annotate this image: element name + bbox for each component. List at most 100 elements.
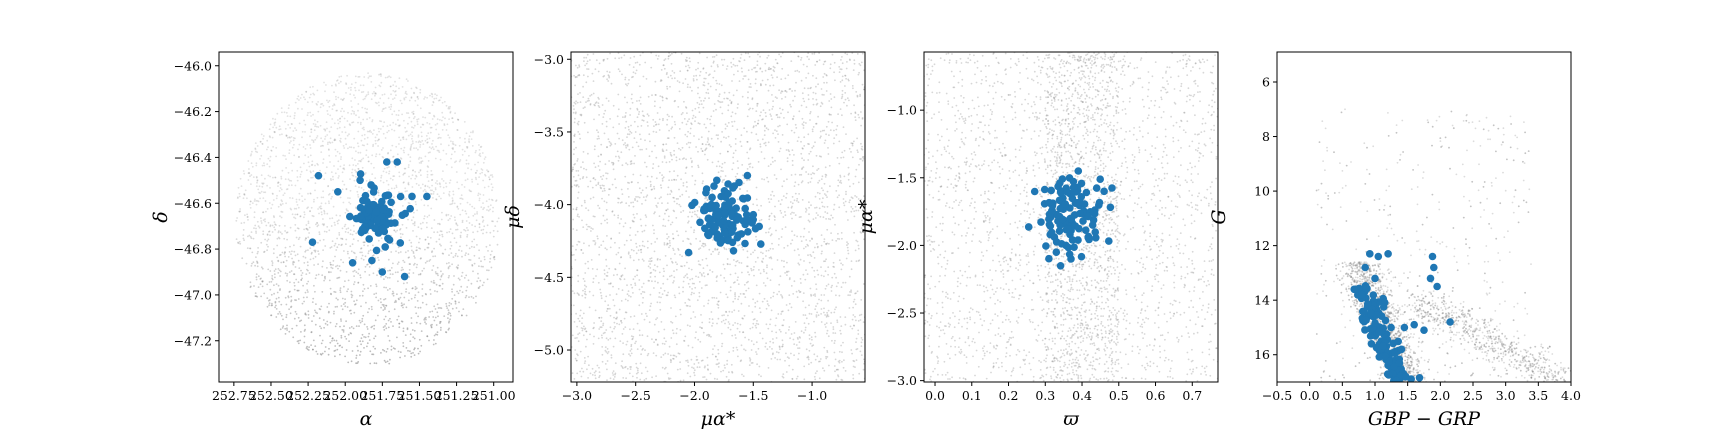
field-star: [846, 61, 848, 63]
field-star: [729, 273, 732, 276]
field-star: [256, 260, 258, 263]
field-star: [854, 292, 856, 295]
field-star: [826, 196, 828, 199]
field-star: [791, 239, 794, 242]
field-star: [413, 224, 416, 227]
field-star: [352, 121, 355, 124]
field-star: [662, 275, 665, 278]
field-star: [399, 157, 402, 159]
x-tick-label: 251.75: [360, 388, 404, 403]
field-star: [415, 312, 418, 315]
field-star: [414, 294, 417, 296]
field-star: [629, 114, 631, 116]
field-star: [845, 257, 848, 260]
field-star: [432, 343, 435, 346]
field-star: [424, 155, 427, 158]
field-star: [629, 234, 631, 237]
field-star: [465, 162, 468, 165]
field-star: [434, 187, 437, 189]
member-star: [356, 170, 365, 178]
field-star: [328, 347, 330, 350]
field-star: [425, 190, 427, 193]
field-star: [626, 163, 629, 166]
field-star: [614, 337, 617, 340]
field-star: [421, 301, 424, 304]
field-star: [403, 151, 405, 154]
field-star: [703, 376, 706, 378]
field-star: [701, 274, 703, 277]
field-star: [649, 140, 651, 143]
field-star: [841, 360, 843, 363]
field-star: [288, 142, 291, 144]
field-star: [690, 226, 692, 229]
field-star: [855, 337, 858, 340]
field-star: [760, 375, 762, 378]
field-star: [862, 156, 865, 158]
field-star: [413, 329, 416, 332]
field-star: [597, 70, 600, 73]
field-star: [250, 231, 253, 234]
field-star: [747, 338, 750, 341]
field-star: [655, 318, 657, 321]
field-star: [249, 200, 252, 203]
field-star: [321, 140, 324, 143]
field-star: [711, 296, 714, 299]
field-star: [335, 109, 338, 112]
field-star: [267, 299, 270, 302]
field-star: [736, 89, 738, 92]
field-star: [734, 297, 736, 300]
member-star: [383, 191, 392, 199]
field-star: [425, 221, 428, 224]
field-star: [295, 313, 298, 315]
field-star: [635, 372, 638, 375]
field-star: [606, 146, 608, 148]
field-star: [404, 172, 406, 175]
field-star: [712, 76, 715, 79]
field-star: [663, 343, 666, 345]
field-star: [331, 217, 334, 220]
field-star: [799, 337, 801, 339]
field-star: [269, 187, 271, 189]
field-star: [362, 283, 365, 286]
field-star: [395, 301, 397, 303]
field-star: [395, 184, 398, 187]
field-star: [239, 208, 242, 210]
field-star: [670, 307, 672, 309]
field-star: [282, 261, 285, 264]
field-star: [638, 288, 641, 291]
field-star: [398, 143, 400, 145]
field-star: [238, 210, 241, 213]
field-star: [256, 262, 259, 264]
field-star: [649, 185, 652, 188]
field-star: [786, 244, 789, 247]
field-star: [620, 320, 623, 322]
field-star: [262, 230, 265, 233]
field-star: [728, 379, 730, 381]
field-star: [835, 134, 838, 136]
field-star: [581, 329, 584, 332]
field-star: [313, 198, 315, 201]
field-star: [611, 330, 614, 333]
field-star: [416, 120, 419, 123]
field-star: [390, 187, 393, 190]
field-star: [328, 105, 331, 108]
field-star: [250, 183, 252, 186]
field-star: [329, 335, 332, 337]
field-star: [238, 210, 241, 213]
field-star: [482, 194, 485, 196]
field-star: [812, 344, 815, 347]
field-star: [409, 146, 412, 149]
field-star: [837, 232, 839, 235]
field-star: [290, 295, 293, 298]
field-star: [686, 112, 688, 114]
field-star: [693, 75, 695, 77]
field-star: [402, 282, 405, 285]
field-star: [773, 219, 776, 221]
field-star: [298, 236, 301, 239]
field-star: [377, 239, 380, 242]
field-star: [731, 80, 733, 82]
field-star: [805, 317, 808, 320]
field-star: [780, 313, 782, 315]
field-star: [835, 239, 838, 242]
field-star: [734, 322, 736, 324]
